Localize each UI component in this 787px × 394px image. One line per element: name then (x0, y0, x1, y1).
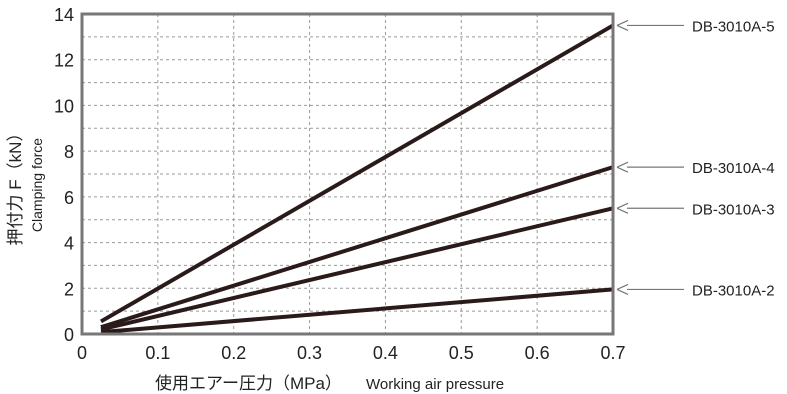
arrow-head (616, 161, 629, 173)
series-line (100, 287, 614, 335)
series-lines (99, 23, 615, 335)
y-tick-label: 10 (54, 96, 74, 116)
y-tick-label: 12 (54, 51, 74, 71)
series-line (99, 23, 615, 324)
arrow-head (616, 202, 629, 214)
y-axis-label-en: Clamping force (29, 138, 45, 232)
series-label: DB-3010A-2 (692, 282, 775, 299)
series-line (100, 165, 614, 330)
arrow-head (616, 19, 629, 31)
y-tick-label: 8 (64, 142, 74, 162)
x-tick-label: 0.2 (221, 343, 246, 363)
x-tick-labels: 0 0.1 0.2 0.3 0.4 0.5 0.6 0.7 (77, 343, 626, 363)
y-tick-label: 14 (54, 5, 74, 25)
y-tick-label: 4 (64, 234, 74, 254)
x-axis-label-en: Working air pressure (366, 376, 504, 393)
series-label: DB-3010A-4 (692, 160, 775, 177)
series-label: DB-3010A-5 (692, 18, 775, 35)
arrow-head (616, 283, 629, 295)
x-axis-label-jp: 使用エアー圧力（MPa） (155, 373, 342, 393)
series-labels: DB-3010A-5 DB-3010A-4 DB-3010A-3 DB-3010A-2 (616, 18, 775, 299)
x-tick-label: 0.5 (449, 343, 474, 363)
y-tick-label: 0 (64, 325, 74, 345)
series-line (100, 206, 614, 332)
plot-frame (80, 12, 615, 336)
series-label: DB-3010A-3 (692, 201, 775, 218)
x-tick-label: 0.1 (145, 343, 170, 363)
y-tick-labels: 0 2 4 6 8 10 12 14 (54, 5, 74, 345)
x-tick-label: 0 (77, 343, 87, 363)
x-tick-label: 0.4 (373, 343, 398, 363)
x-tick-label: 0.3 (297, 343, 322, 363)
x-tick-label: 0.6 (525, 343, 550, 363)
y-tick-label: 6 (64, 188, 74, 208)
x-tick-label: 0.7 (600, 343, 625, 363)
y-axis-label-jp: 押付力 F（kN） (6, 125, 25, 246)
y-tick-label: 2 (64, 279, 74, 299)
